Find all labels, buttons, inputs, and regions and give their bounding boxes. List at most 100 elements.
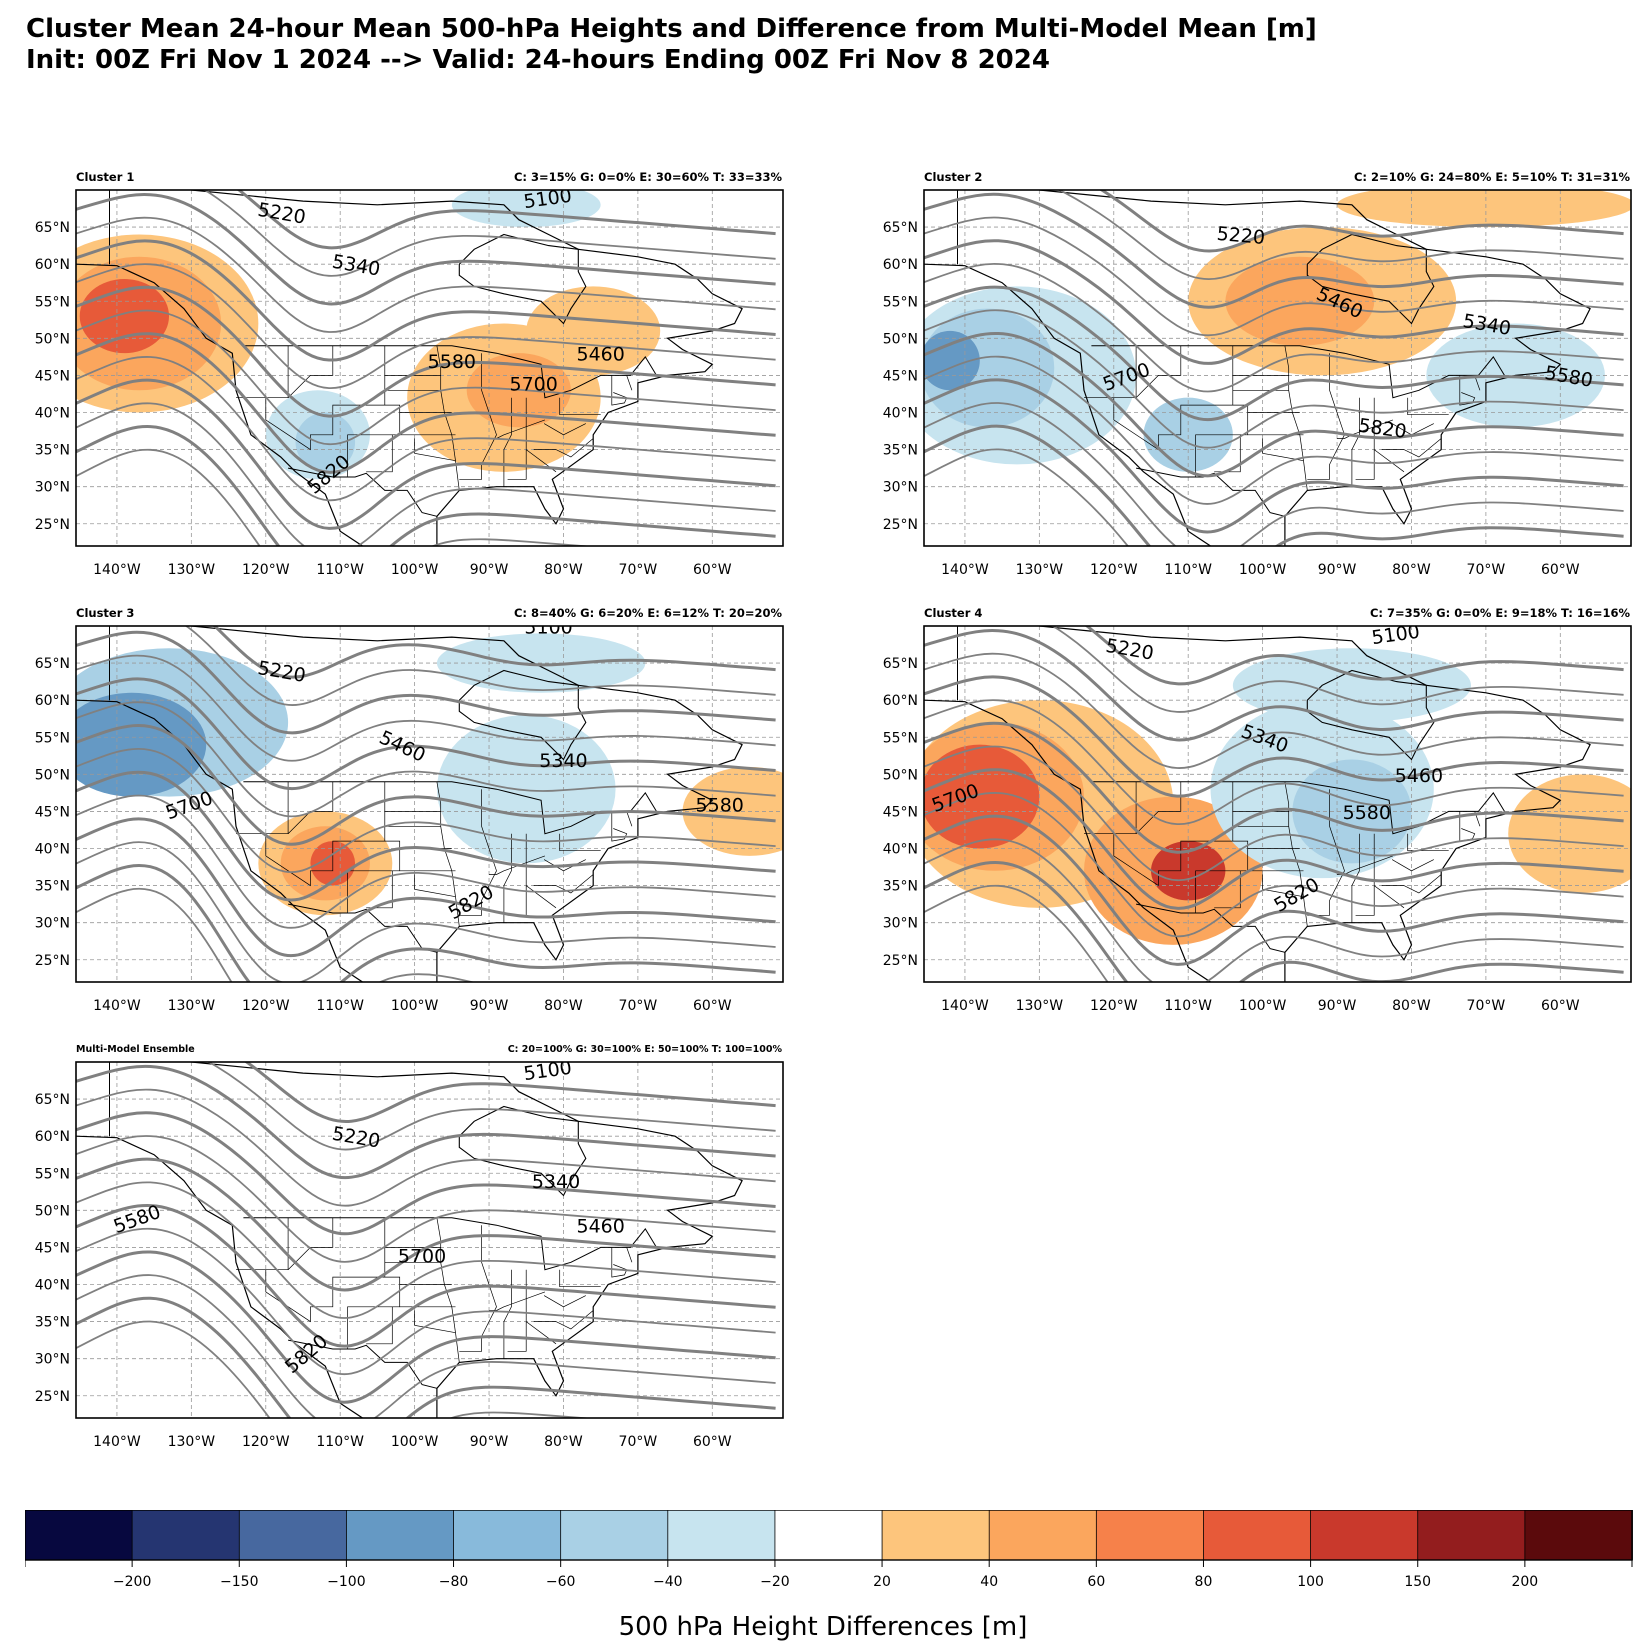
colorbar-tick-label: −80 [439,1574,469,1590]
height-contour [924,745,1624,882]
height-contour [203,190,776,277]
lon-tick-label: 90°W [470,998,509,1014]
lon-tick-label: 80°W [1392,998,1431,1014]
lat-tick-label: 55°N [35,730,70,746]
lat-tick-label: 50°N [35,767,70,783]
colorbar-swatch [131,1510,241,1561]
lon-tick-label: 80°W [544,562,583,578]
height-contour [212,626,776,679]
lon-tick-label: 80°W [544,998,583,1014]
panel-title: Cluster 1 [76,170,135,184]
height-contour [1051,626,1624,713]
state-border [459,353,497,480]
state-border [414,874,456,898]
state-border [503,833,512,923]
coastline [76,626,743,982]
height-contour [76,216,776,333]
anomaly-shading [1337,190,1631,228]
state-border [489,855,546,875]
state-border [611,375,628,406]
state-border [543,1295,586,1308]
colorbar-swatch [667,1510,776,1561]
lat-tick-label: 50°N [35,331,70,347]
height-contour [206,1062,776,1151]
cluster-2-panel: Cluster 2 C: 2=10% G: 24=80% E: 5=10% T:… [848,170,1632,610]
height-contour [76,1064,776,1180]
lat-tick-label: 25°N [883,517,918,533]
anomaly-shading [76,692,207,797]
lat-tick-label: 45°N [883,804,918,820]
state-border [459,789,497,916]
state-border [533,438,594,458]
state-border [1262,874,1304,898]
contour-label: 5460 [576,1216,624,1238]
coastline [76,190,743,546]
lat-tick-label: 35°N [35,879,70,895]
lon-tick-label: 60°W [693,1434,732,1450]
figure-title: Cluster Mean 24-hour Mean 500-hPa Height… [26,14,1317,76]
state-border [559,1269,601,1288]
anomaly-shading [1508,774,1631,893]
height-contour [236,190,776,250]
state-border [543,423,586,436]
coastline [924,626,1591,982]
height-contour [924,448,1129,546]
colorbar-tick-label: −60 [546,1574,576,1590]
country-border [1136,467,1286,517]
state-border [533,874,594,894]
lat-tick-label: 50°N [883,331,918,347]
colorbar: −200 −150 −100 −80 −60 −40 −20 20 40 60 80 100 150 20… [25,1510,1633,1590]
lat-tick-label: 65°N [35,220,70,236]
colorbar-swatch [1524,1510,1633,1561]
panel-title: Cluster 3 [76,606,135,620]
height-contour [76,654,776,762]
map-frame [75,625,784,983]
lon-tick-label: 100°W [1239,562,1287,578]
height-contour [924,239,1624,365]
country-border [1091,781,1505,835]
contour-label: 5100 [522,185,573,214]
height-contour [76,1227,776,1376]
lon-tick-label: 70°W [619,562,658,578]
colorbar-tick-label: 20 [873,1574,891,1590]
country-border [243,1217,657,1271]
height-contour [76,1111,776,1236]
state-border [1262,438,1304,462]
height-contour [924,861,1624,982]
contour-label: 5460 [1395,765,1443,787]
colorbar-swatch [1310,1510,1419,1561]
lon-tick-label: 100°W [391,1434,439,1450]
map-frame [923,189,1632,547]
height-contour [924,285,1624,422]
lon-tick-label: 110°W [316,998,364,1014]
state-border [559,833,601,852]
height-contour [244,1062,776,1123]
lat-tick-label: 45°N [35,368,70,384]
state-border [287,781,334,834]
cluster-4-panel: Cluster 4 C: 7=35% G: 0=0% E: 9=18% T: 1… [848,606,1632,1046]
contour-label: 5100 [522,1057,573,1086]
colorbar-swatch [25,1510,134,1561]
country-border [243,345,657,399]
lat-tick-label: 45°N [35,1240,70,1256]
colorbar-swatch [774,1510,883,1561]
state-border [366,434,393,473]
lat-tick-label: 60°N [883,257,918,273]
height-contour [924,402,1624,546]
lon-tick-label: 110°W [316,562,364,578]
lon-tick-label: 130°W [168,562,216,578]
lon-tick-label: 110°W [1164,562,1212,578]
lat-tick-label: 60°N [35,1129,70,1145]
state-border [507,1269,527,1352]
colorbar-tick-label: −20 [760,1574,790,1590]
state-border [1407,397,1449,416]
height-contour [924,699,1624,826]
height-contour [184,626,776,706]
hudson-bay-coast [458,1105,587,1197]
state-border [236,781,289,835]
height-contour [76,1157,776,1292]
height-contour [76,1204,776,1348]
height-contour [76,1296,776,1418]
lon-tick-label: 120°W [242,998,290,1014]
state-border [559,397,601,416]
